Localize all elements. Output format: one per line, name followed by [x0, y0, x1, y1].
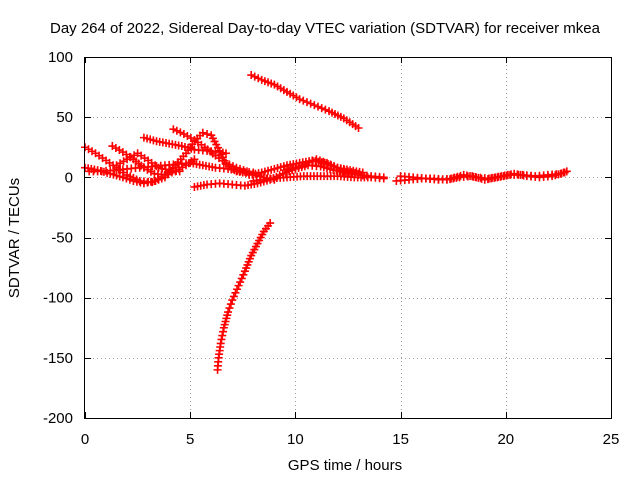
- series-track-m: [396, 168, 569, 184]
- data-point: [314, 102, 323, 111]
- y-axis-label: SDTVAR / TECUs: [6, 178, 23, 298]
- plot-frame: [84, 57, 612, 419]
- data-point: [266, 219, 275, 228]
- x-tick-label: 15: [392, 431, 409, 448]
- data-point: [354, 123, 363, 132]
- y-tick-label: 100: [48, 49, 73, 66]
- data-point: [175, 167, 184, 176]
- data-point: [310, 101, 319, 110]
- data-point: [239, 270, 248, 279]
- y-tick-label: 50: [56, 109, 73, 126]
- data-point: [250, 72, 259, 81]
- x-tick-label: 25: [603, 431, 620, 448]
- data-point: [203, 130, 212, 139]
- data-point: [226, 300, 235, 309]
- data-point: [336, 164, 345, 173]
- data-point: [280, 166, 289, 175]
- data-point: [295, 95, 304, 104]
- data-point: [221, 158, 230, 167]
- x-axis-label: GPS time / hours: [288, 457, 402, 474]
- data-point: [224, 308, 233, 317]
- data-point: [326, 160, 335, 169]
- data-point: [321, 105, 330, 114]
- data-point: [329, 162, 338, 171]
- data-point: [317, 104, 326, 113]
- x-tick-label: 5: [186, 431, 194, 448]
- data-point: [169, 125, 178, 134]
- series-track-high-descending: [247, 71, 363, 132]
- data-point: [172, 126, 181, 135]
- data-point: [302, 98, 311, 107]
- data-point: [560, 168, 569, 177]
- x-tick-label: 20: [497, 431, 514, 448]
- data-point: [315, 156, 324, 165]
- y-tick-label: -150: [43, 350, 73, 367]
- data-point: [319, 157, 328, 166]
- data-point: [231, 288, 240, 297]
- data-point: [176, 128, 185, 137]
- series-track-deep-rising: [213, 219, 275, 374]
- x-tick-label: 10: [287, 431, 304, 448]
- y-tick-label: -50: [51, 230, 73, 247]
- tick-labels: 0 5 10 15 20 25 -200 -150 -100 -50 0 50 100: [43, 49, 619, 448]
- data-point: [228, 296, 237, 305]
- series-track-k: [249, 172, 388, 185]
- data-point: [299, 96, 308, 105]
- series-track-j: [280, 155, 363, 178]
- data-point: [305, 158, 314, 167]
- grid: [85, 57, 611, 418]
- data-point: [322, 158, 331, 167]
- data-point: [306, 99, 315, 108]
- data-point: [225, 160, 234, 169]
- data-point: [198, 128, 207, 137]
- data-point: [254, 74, 263, 83]
- chart-title: Day 264 of 2022, Sidereal Day-to-day VTE…: [50, 20, 601, 37]
- axis-ticks: [85, 57, 612, 419]
- data-point: [301, 160, 310, 169]
- data-points: [81, 71, 571, 374]
- y-tick-label: 0: [65, 169, 73, 186]
- y-tick-label: -200: [43, 410, 73, 427]
- data-point: [298, 161, 307, 170]
- data-point: [221, 149, 230, 158]
- data-point: [287, 164, 296, 173]
- data-point: [308, 156, 317, 165]
- data-point: [294, 162, 303, 171]
- data-point: [190, 155, 199, 164]
- data-point: [358, 168, 367, 177]
- data-point: [379, 174, 388, 183]
- data-point: [225, 304, 234, 313]
- data-point: [291, 163, 300, 172]
- data-point: [284, 165, 293, 174]
- data-point: [237, 274, 246, 283]
- y-tick-label: -100: [43, 290, 73, 307]
- data-point: [234, 281, 243, 290]
- data-point: [247, 71, 256, 80]
- data-point: [229, 292, 238, 301]
- data-point: [312, 155, 321, 164]
- data-point: [236, 278, 245, 287]
- series-track-g: [85, 158, 258, 177]
- data-point: [233, 285, 242, 294]
- x-tick-label: 0: [81, 431, 89, 448]
- data-point: [333, 163, 342, 172]
